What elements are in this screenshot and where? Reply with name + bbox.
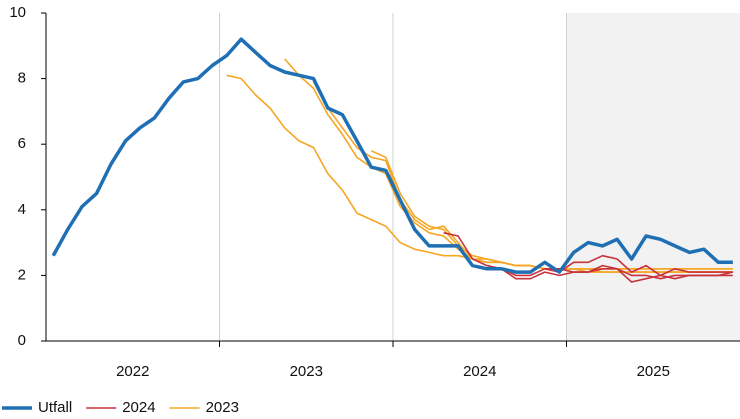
- x-tick-label: 2022: [116, 363, 149, 380]
- legend-label: 2024: [122, 399, 155, 416]
- x-tick-label: 2023: [290, 363, 323, 380]
- legend-label: Utfall: [38, 399, 72, 416]
- x-tick-label: 2024: [463, 363, 496, 380]
- y-tick-label: 2: [18, 266, 26, 283]
- x-tick-label: 2025: [637, 363, 670, 380]
- forecast-shade: [566, 13, 740, 341]
- series-line: [486, 254, 733, 277]
- y-tick-label: 4: [18, 201, 26, 218]
- y-tick-label: 10: [9, 4, 26, 21]
- series-line: [544, 268, 733, 280]
- y-tick-label: 0: [18, 332, 26, 349]
- series-line: [51, 37, 733, 274]
- y-tick-label: 8: [18, 70, 26, 87]
- y-tick-label: 6: [18, 135, 26, 152]
- legend-label: 2023: [206, 399, 239, 416]
